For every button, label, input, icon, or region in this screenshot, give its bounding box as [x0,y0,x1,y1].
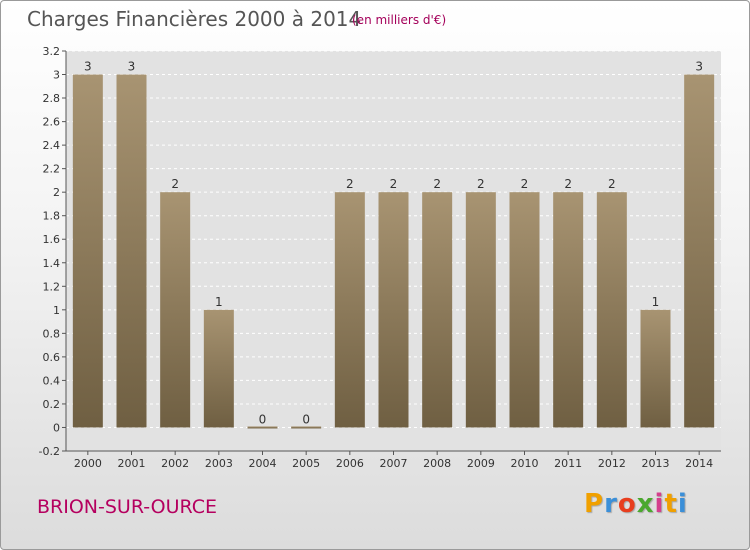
logo-letter: t [664,489,678,519]
y-tick-label: 0.2 [43,398,61,411]
place-name: BRION-SUR-OURCE [37,496,218,518]
y-tick-label: 1.4 [43,257,61,270]
bar-2009 [465,192,496,428]
bar-value-label: 2 [477,177,485,191]
y-tick-label: 3 [53,69,60,82]
bar-2012 [596,192,627,428]
y-axis: 3.2 3 2.8 2.6 2.4 2.2 2 1.8 1.6 1.4 1.2 1 0.8 0.6 0.4 0… [39,45,67,458]
x-tick-label: 2011 [554,457,582,470]
logo-letter: r [604,489,618,519]
chart-subtitle: (en milliers d'€) [352,13,447,27]
bar-2014 [684,74,715,428]
x-tick-label: 2002 [161,457,189,470]
bar-2003 [203,309,234,428]
y-tick-label: 1.6 [43,233,61,246]
x-axis: 2000 2001 2002 2003 2004 2005 2006 2007 2008 2009… [66,450,721,470]
bar-2008 [422,192,453,428]
bar-value-label: 2 [608,177,616,191]
bar-value-label: 0 [302,412,310,426]
y-tick-label: 0 [53,421,60,434]
x-tick-label: 2007 [380,457,408,470]
logo-letter: P [584,489,605,519]
bar-2000 [72,74,103,428]
proxiti-logo: Proxiti [584,489,688,519]
x-tick-label: 2010 [511,457,539,470]
bar-value-label: 1 [652,295,660,309]
bar-value-label: 3 [128,60,136,74]
y-tick-label: 1.2 [43,280,61,293]
bar-value-label: 3 [695,60,703,74]
bar-2005 [291,426,322,429]
bar-2011 [553,192,584,428]
logo-letter: o [617,489,637,519]
bar-value-label: 0 [259,412,267,426]
x-tick-label: 2001 [118,457,146,470]
y-tick-label: 0.6 [43,351,61,364]
y-tick-label: 0.4 [43,374,61,387]
logo-letter: i [654,489,665,519]
y-tick-label: 2.4 [43,139,61,152]
bar-value-label: 1 [215,295,223,309]
bars: 3 3 2 1 0 0 2 2 2 2 2 2 2 1 3 [72,60,715,429]
x-tick-label: 2013 [642,457,670,470]
x-tick-label: 2003 [205,457,233,470]
logo-letter: x [636,489,655,519]
x-tick-label: 2012 [598,457,626,470]
y-tick-label: 1 [53,304,60,317]
bar-2010 [509,192,540,428]
y-tick-label: 2.6 [43,116,61,129]
y-tick-label: -0.2 [39,445,60,458]
bar-value-label: 3 [84,60,92,74]
bar-value-label: 2 [171,177,179,191]
y-tick-label: 1.8 [43,210,61,223]
bar-2007 [378,192,409,428]
x-tick-label: 2000 [74,457,102,470]
x-tick-label: 2009 [467,457,495,470]
y-tick-label: 2.2 [43,163,61,176]
x-tick-label: 2004 [249,457,277,470]
bar-value-label: 2 [390,177,398,191]
chart-title: Charges Financières 2000 à 2014 [27,7,362,31]
x-tick-label: 2014 [685,457,713,470]
x-tick-label: 2006 [336,457,364,470]
x-tick-label: 2005 [292,457,320,470]
bar-value-label: 2 [346,177,354,191]
y-tick-label: 3.2 [43,45,61,58]
bar-value-label: 2 [521,177,529,191]
bar-value-label: 2 [433,177,441,191]
bar-2001 [116,74,147,428]
bar-2004 [247,426,278,429]
y-tick-label: 2 [53,186,60,199]
y-tick-label: 0.8 [43,327,61,340]
x-tick-label: 2008 [423,457,451,470]
logo-letter: i [677,489,688,519]
bar-value-label: 2 [564,177,572,191]
bar-2006 [334,192,365,428]
y-tick-label: 2.8 [43,92,61,105]
bar-2002 [160,192,191,428]
bar-2013 [640,309,671,428]
